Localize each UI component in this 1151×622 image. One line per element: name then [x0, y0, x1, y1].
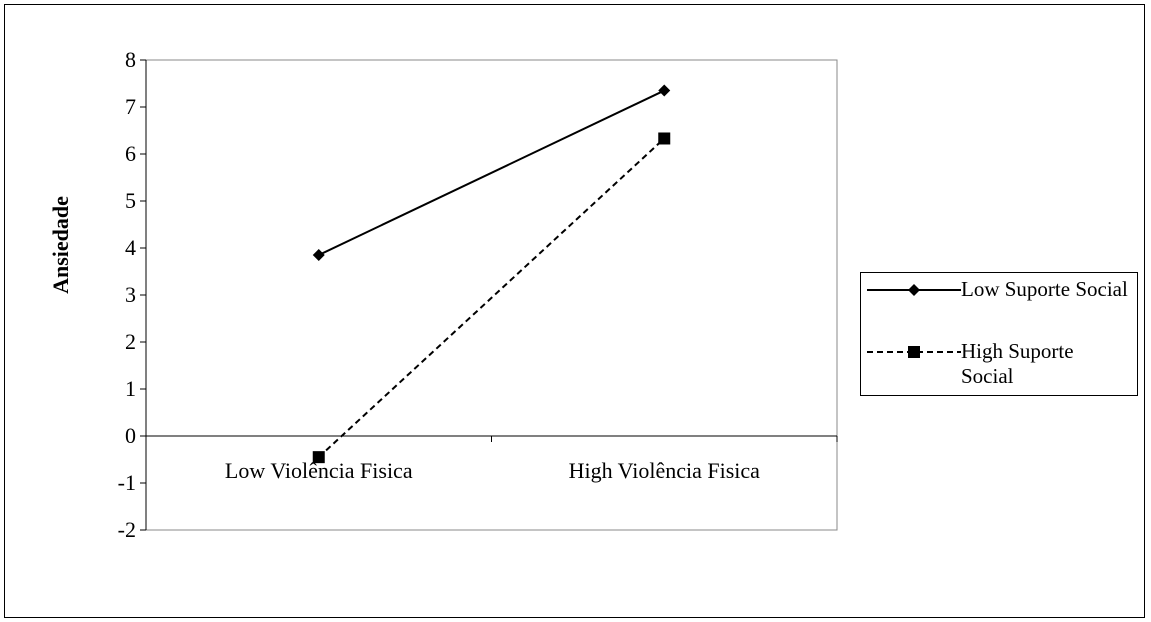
data-point-s1-p1 [658, 132, 671, 145]
data-point-s1-p0 [312, 451, 325, 464]
legend-label-low-suporte: Low Suporte Social [961, 277, 1128, 301]
y-tick-label: 6 [125, 141, 136, 166]
legend: Low Suporte Social High Suporte Social [860, 272, 1138, 396]
y-tick-label: 1 [125, 376, 136, 401]
series-line-1 [318, 137, 665, 458]
legend-item-low-suporte: Low Suporte Social [861, 277, 1137, 337]
y-tick-label: 0 [125, 423, 136, 448]
y-tick-label: 2 [125, 329, 136, 354]
legend-label-high-suporte: High Suporte Social [961, 339, 1074, 388]
legend-item-high-suporte: High Suporte Social [861, 339, 1137, 399]
series-line-0 [318, 89, 665, 256]
legend-swatch-low-suporte-icon [867, 284, 961, 296]
y-tick-label: 5 [125, 188, 136, 213]
y-tick-label: 7 [125, 94, 136, 119]
y-tick-label: -2 [118, 517, 136, 542]
data-point-s0-p1 [658, 84, 671, 97]
data-point-s0-p0 [312, 249, 325, 262]
legend-swatch-high-suporte-icon [867, 346, 961, 358]
x-category-label: High Violência Fisica [569, 458, 761, 483]
plot-area [145, 59, 838, 531]
y-tick-label: 3 [125, 282, 136, 307]
y-tick-label: -1 [118, 470, 136, 495]
y-tick-label: 4 [125, 235, 136, 260]
y-axis-label: Ansiedade [48, 196, 73, 294]
y-tick-label: 8 [125, 47, 136, 72]
